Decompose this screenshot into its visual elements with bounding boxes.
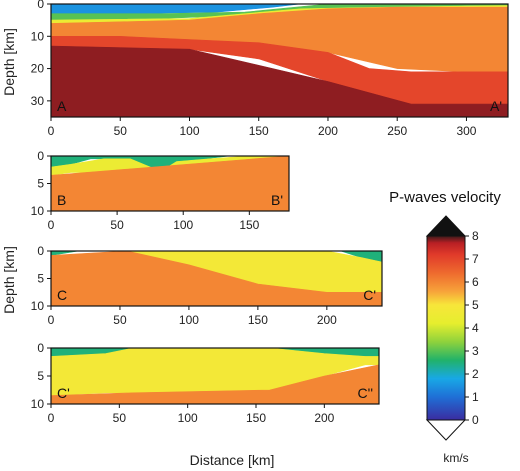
panel-C-left-label: C: [57, 287, 67, 303]
panel-C-xtick-label: 0: [48, 313, 55, 327]
panel-C2-right-label: C'': [358, 385, 373, 401]
panel-A-ytick-label: 10: [31, 29, 45, 43]
panel-A: 0 50 100 150 200 250 300 0 10 20 30 A A': [31, 0, 509, 138]
colorbar-unit: km/s: [443, 451, 468, 465]
panel-C2-velocity-layers: [51, 348, 379, 404]
panel-A-frame: [50, 3, 509, 118]
panel-C-ytick-label: 10: [31, 299, 45, 313]
colorbar-tick-label: 5: [472, 298, 479, 312]
panel-C-xtick-label: 200: [317, 313, 337, 327]
panel-B-right-label: B': [271, 192, 283, 208]
colorbar-max-extend: [425, 215, 467, 237]
panel-A-ytick-label: 30: [31, 94, 45, 108]
panel-A-ytick-label: 0: [37, 0, 44, 11]
colorbar-tick-label: 1: [472, 390, 479, 404]
panel-C2-ytick-label: 0: [37, 341, 44, 355]
panel-C2-xtick-label: 50: [113, 411, 127, 425]
colorbar-tick-label: 6: [472, 275, 479, 289]
panel-B-xtick-label: 0: [48, 218, 55, 232]
panel-C2-left-label: C': [57, 385, 70, 401]
panel-A-xtick-label: 250: [387, 124, 407, 138]
panel-C2-xtick-label: 100: [178, 411, 198, 425]
panel-B-xtick-label: 150: [239, 218, 259, 232]
panel-A-velocity-layers: [51, 4, 508, 117]
panel-A-layer-5: [51, 45, 508, 117]
panel-B-ytick-label: 5: [37, 177, 44, 191]
panel-C-velocity-layers: [51, 251, 382, 306]
panel-B-ytick-label: 10: [31, 204, 45, 218]
panel-B: 0 50 100 150 0 5 10 B B': [31, 149, 290, 232]
panel-A-xtick-label: 50: [114, 124, 128, 138]
panel-A-xtick-label: 200: [318, 124, 338, 138]
y-axis-label-top: Depth [km]: [1, 28, 17, 96]
panel-C2-ytick-label: 5: [37, 369, 44, 383]
panel-C-layer-2: [51, 251, 382, 306]
panel-C2-ytick-label: 10: [31, 397, 45, 411]
colorbar-tick-label: 3: [472, 344, 479, 358]
panel-C-xtick-label: 100: [179, 313, 199, 327]
colorbar-tick-label: 2: [472, 367, 479, 381]
colorbar-tick-label: 8: [472, 229, 479, 243]
panel-C-xtick-label: 150: [248, 313, 268, 327]
y-axis-label-middle: Depth [km]: [1, 246, 17, 314]
panel-C: 0 50 100 150 200 0 5 10 C C': [31, 244, 383, 327]
colorbar-tick-label: 0: [472, 413, 479, 427]
panel-C2-xtick-label: 0: [48, 411, 55, 425]
panel-A-left-label: A: [57, 98, 67, 114]
panel-C-layer-0: [51, 251, 382, 263]
panel-C2-xtick-label: 150: [246, 411, 266, 425]
panel-A-right-label: A': [490, 98, 502, 114]
panel-C2: 0 50 100 150 200 0 5 10 C' C'': [31, 341, 380, 425]
panel-A-xtick-label: 150: [249, 124, 269, 138]
panel-C2-xtick-label: 200: [314, 411, 334, 425]
panel-C-right-label: C': [363, 287, 376, 303]
colorbar-tick-label: 7: [472, 252, 479, 266]
panel-B-left-label: B: [57, 192, 66, 208]
colorbar-title: P-waves velocity: [389, 189, 501, 206]
panel-B-xtick-label: 50: [110, 218, 124, 232]
panel-A-xtick-label: 300: [456, 124, 476, 138]
colorbar-min-extend: [425, 419, 467, 441]
panel-C2-layer-2: [51, 364, 379, 404]
panel-C-xtick-label: 50: [113, 313, 127, 327]
panel-B-layer-2: [51, 156, 289, 211]
colorbar: P-waves velocity km/s 0 1 2 3 4 5 6 7 8: [389, 189, 501, 465]
panel-B-xtick-label: 100: [173, 218, 193, 232]
panel-B-ytick-label: 0: [37, 149, 44, 163]
x-axis-label: Distance [km]: [190, 452, 275, 468]
panel-A-xtick-label: 0: [48, 124, 55, 138]
panel-C-ytick-label: 5: [37, 272, 44, 286]
colorbar-tick-label: 4: [472, 321, 479, 335]
panel-A-ytick-label: 20: [31, 62, 45, 76]
panel-B-velocity-layers: [51, 156, 289, 211]
colorbar-gradient: [426, 235, 466, 421]
panel-C-ytick-label: 0: [37, 244, 44, 258]
panel-A-xtick-label: 100: [179, 124, 199, 138]
